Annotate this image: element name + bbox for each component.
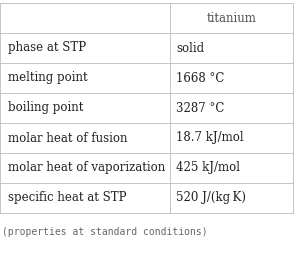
Text: titanium: titanium (207, 11, 256, 25)
Text: 18.7 kJ/mol: 18.7 kJ/mol (176, 132, 244, 145)
Text: solid: solid (176, 41, 204, 55)
Text: specific heat at STP: specific heat at STP (8, 192, 126, 205)
Text: 425 kJ/mol: 425 kJ/mol (176, 162, 240, 175)
Text: phase at STP: phase at STP (8, 41, 86, 55)
Text: boiling point: boiling point (8, 102, 83, 115)
Text: molar heat of fusion: molar heat of fusion (8, 132, 128, 145)
Text: 520 J/(kg K): 520 J/(kg K) (176, 192, 246, 205)
Text: 3287 °C: 3287 °C (176, 102, 224, 115)
Text: melting point: melting point (8, 72, 88, 85)
Text: 1668 °C: 1668 °C (176, 72, 224, 85)
Text: (properties at standard conditions): (properties at standard conditions) (2, 227, 207, 237)
Text: molar heat of vaporization: molar heat of vaporization (8, 162, 165, 175)
